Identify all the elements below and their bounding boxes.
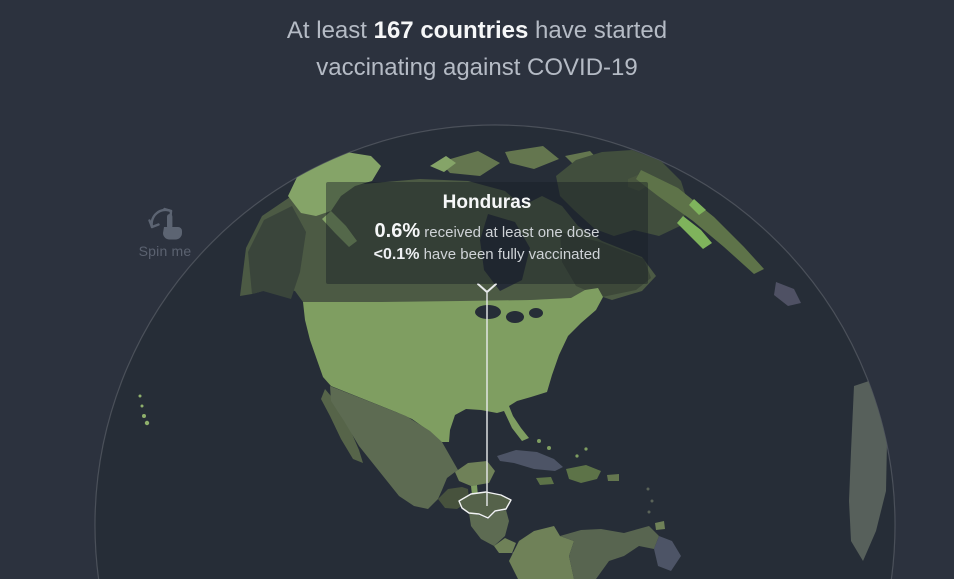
islands-bahamas[interactable] xyxy=(537,439,588,458)
hudson-bay xyxy=(480,214,530,291)
island-puerto-rico[interactable] xyxy=(607,474,619,481)
headline-line-2: vaccinating against COVID-19 xyxy=(316,54,638,81)
country-guyana[interactable] xyxy=(654,536,681,571)
country-honduras-highlighted[interactable] xyxy=(458,491,512,519)
tooltip-pointer-chevron-icon xyxy=(477,283,497,294)
headline-prefix: At least xyxy=(286,17,374,44)
region-scandinavia-rim[interactable] xyxy=(636,170,764,274)
region-banks-island[interactable] xyxy=(430,156,456,172)
tooltip-dose1-value: 0.6% xyxy=(374,220,421,242)
country-nicaragua[interactable] xyxy=(469,510,509,546)
region-iberia-rim[interactable] xyxy=(774,282,801,306)
region-west-africa-rim[interactable] xyxy=(849,381,887,561)
region-uk-rim[interactable] xyxy=(677,199,712,249)
great-lakes xyxy=(475,305,501,319)
tooltip-country-name: Honduras xyxy=(442,192,532,213)
island-hispaniola[interactable] xyxy=(566,465,601,483)
country-cuba[interactable] xyxy=(497,450,563,471)
headline-count: 167 countries xyxy=(373,17,529,44)
headline-suffix: have started xyxy=(528,17,668,44)
hand-rotate-icon xyxy=(148,207,182,240)
great-lakes xyxy=(529,308,543,318)
country-usa[interactable] xyxy=(303,288,603,442)
region-quebec-labrador[interactable] xyxy=(560,232,651,297)
page-title: At least 167 countries have started vacc… xyxy=(0,12,954,86)
great-lakes xyxy=(506,311,524,323)
headline-line-1: At least 167 countries have started xyxy=(0,12,954,49)
tooltip-full-value: <0.1% xyxy=(373,246,420,263)
region-arctic-islands[interactable] xyxy=(440,146,601,176)
spin-hint[interactable]: Spin me xyxy=(132,202,198,259)
country-tooltip: Honduras 0.6% received at least one dose… xyxy=(326,182,648,284)
region-greenland[interactable] xyxy=(556,150,689,236)
islands-hawaii[interactable] xyxy=(138,394,150,426)
island-trinidad[interactable] xyxy=(655,521,665,530)
tooltip-full-label: have been fully vaccinated xyxy=(419,246,601,263)
country-mexico[interactable] xyxy=(330,386,458,509)
countries-layer[interactable] xyxy=(138,146,888,579)
islands-lesser-antilles[interactable] xyxy=(646,487,654,514)
region-yucatan[interactable] xyxy=(455,461,495,486)
region-alaska[interactable] xyxy=(288,152,381,247)
region-baja-california[interactable] xyxy=(321,389,363,463)
country-jamaica[interactable] xyxy=(536,477,554,485)
country-colombia[interactable] xyxy=(509,526,574,579)
tooltip-dose1-label: received at least one dose xyxy=(420,224,600,241)
tooltip-dose1-row: 0.6% received at least one dose xyxy=(326,220,648,243)
spin-hint-label: Spin me xyxy=(138,243,192,259)
country-venezuela[interactable] xyxy=(560,526,659,579)
tooltip-full-row: <0.1% have been fully vaccinated xyxy=(326,246,648,264)
region-british-columbia[interactable] xyxy=(248,206,306,299)
country-costa-rica[interactable] xyxy=(494,538,516,553)
country-canada[interactable] xyxy=(240,179,656,302)
